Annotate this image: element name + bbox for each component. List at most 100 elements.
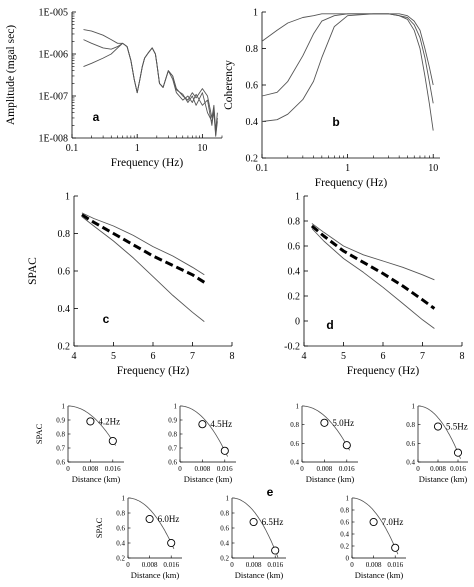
frequency-annotation: 4.2Hz: [98, 416, 120, 426]
x-tick-label: 0.016: [267, 561, 283, 569]
x-tick-label: 6: [151, 351, 156, 362]
x-tick-label: 8: [460, 351, 465, 362]
x-tick-label: 0.1: [256, 163, 269, 174]
y-tick-label: 0: [295, 317, 300, 328]
y-tick-label: 1: [346, 495, 350, 503]
panel-label-b: b: [332, 115, 339, 129]
series-line: [261, 13, 434, 131]
x-axis-label: Distance (km): [72, 474, 121, 484]
data-point: [220, 446, 229, 455]
y-tick-label: 1: [226, 495, 230, 503]
x-tick-label: 0.008: [83, 465, 99, 473]
panel-a: 0.1 1 10 1E-008 1E-007 1E-006 1E-005 Frequency …: [5, 8, 223, 169]
x-tick-label: 0.008: [246, 561, 262, 569]
x-tick-label: 7: [190, 351, 195, 362]
y-tick-label: 0.2: [116, 555, 125, 563]
y-tick-label: 0.2: [58, 342, 71, 353]
x-axis-label: Distance (km): [235, 570, 284, 580]
y-axis-label: SPAC: [34, 423, 44, 444]
y-tick-label: 0.6: [290, 440, 299, 448]
series-line: [261, 13, 434, 104]
y-tick-label: 0.7: [56, 445, 65, 453]
series-line: [83, 29, 218, 132]
x-tick-label: 0.016: [163, 561, 179, 569]
x-tick-label: 0: [416, 465, 420, 473]
spac-subplot: 0 0.008 0.016 0.6 0.7 0.8 0.9 1 4.2Hz Distance (k…: [34, 403, 124, 484]
x-tick-label: 0.008: [317, 465, 333, 473]
y-tick-label: 0.4: [406, 459, 415, 467]
panel-label-a: a: [93, 110, 100, 124]
y-tick-label: 1: [253, 8, 258, 19]
data-point: [391, 543, 400, 552]
frequency-annotation: 6.0Hz: [158, 514, 180, 524]
y-tick-label: 1: [295, 192, 300, 203]
series-line: [81, 212, 205, 276]
y-tick-label: 0.6: [116, 525, 125, 533]
y-axis-label: Amplitude (mgal sec): [5, 25, 17, 125]
fit-curve: [302, 405, 350, 451]
frequency-annotation: 5.0Hz: [332, 418, 354, 428]
y-tick-label: 0.8: [246, 44, 259, 55]
x-tick-label: 10: [197, 143, 207, 154]
x-tick-label: 0: [350, 561, 354, 569]
y-tick-label: 0.6: [58, 267, 71, 278]
x-tick-label: 0.016: [105, 465, 121, 473]
y-tick-label: 0.2: [288, 292, 301, 303]
x-tick-label: 0.1: [66, 143, 79, 154]
y-tick-label: 0.2: [220, 555, 229, 563]
panel-e: 0 0.008 0.016 0.6 0.7 0.8 0.9 1 4.2Hz Distance (k…: [34, 403, 468, 580]
data-point: [453, 448, 463, 457]
panel-c: 4 5 6 7 8 0.2 0.4 0.6 0.8 1 Frequency (Hz) SPAC c: [27, 192, 235, 378]
x-tick-label: 0.008: [142, 561, 158, 569]
y-tick-label: 1: [62, 403, 66, 411]
x-axis-label: Distance (km): [306, 474, 355, 484]
data-point: [433, 422, 443, 431]
fit-curve: [128, 497, 175, 549]
data-point: [320, 418, 329, 427]
y-tick-label: 1: [122, 495, 126, 503]
x-tick-label: 4: [302, 351, 307, 362]
x-tick-label: 0.016: [217, 465, 233, 473]
x-tick-label: 8: [230, 351, 235, 362]
x-tick-label: 1: [345, 163, 350, 174]
series-line: [261, 13, 434, 86]
series-line-dashed: [310, 224, 436, 310]
y-axis-label: SPAC: [94, 517, 104, 538]
y-axis-label: Coherency: [223, 60, 235, 110]
data-point: [198, 420, 207, 429]
y-tick-label: 1E-005: [39, 8, 68, 19]
y-tick-label: 0.6: [246, 81, 259, 92]
panel-label-c: c: [103, 312, 110, 326]
y-tick-label: 1: [65, 192, 70, 203]
x-tick-label: 5: [111, 351, 116, 362]
panel-b: 0.1 1 10 0.2 0.4 0.6 0.8 1 Frequency (Hz) Coheren…: [223, 8, 440, 189]
y-tick-label: 0.8: [168, 431, 177, 439]
y-tick-label: 0.8: [406, 421, 415, 429]
y-axis-label: SPAC: [27, 257, 39, 285]
x-axis-label: Distance (km): [419, 474, 468, 484]
y-tick-label: 0.8: [56, 431, 65, 439]
fit-curve: [68, 405, 116, 446]
y-tick-label: 0: [346, 555, 350, 563]
data-point: [249, 517, 258, 527]
frequency-annotation: 6.5Hz: [262, 517, 284, 527]
fit-curve: [231, 497, 279, 558]
y-tick-label: -0.2: [284, 342, 300, 353]
y-tick-label: 0.9: [56, 417, 65, 425]
series-line: [311, 223, 435, 281]
spac-subplot: 0 0.008 0.016 0.2 0.4 0.6 0.8 1 6.0Hz Distance (k…: [94, 495, 182, 580]
y-tick-label: 1: [412, 403, 416, 411]
x-tick-label: 0: [126, 561, 130, 569]
data-point: [271, 546, 280, 555]
y-tick-label: 0.6: [406, 440, 415, 448]
data-point: [342, 441, 351, 450]
panel-label-e: e: [267, 485, 274, 499]
x-tick-label: 0: [178, 465, 182, 473]
x-tick-label: 0: [66, 465, 70, 473]
frequency-annotation: 4.5Hz: [210, 419, 232, 429]
panel-label-d: d: [326, 318, 333, 332]
fit-curve: [180, 405, 228, 457]
y-tick-label: 0.6: [168, 459, 177, 467]
y-tick-label: 0.4: [246, 117, 259, 128]
